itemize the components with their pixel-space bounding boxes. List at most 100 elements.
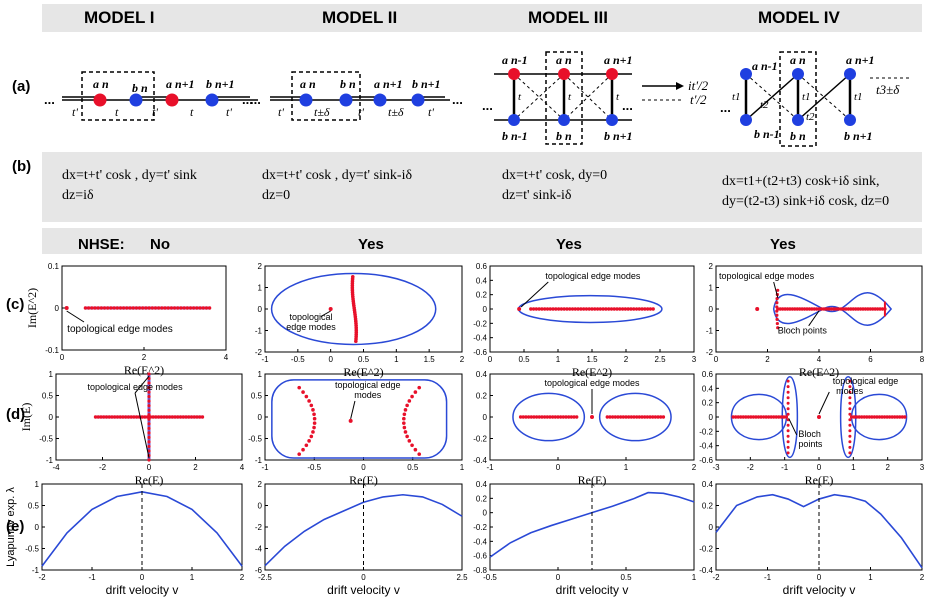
obc-point (774, 415, 778, 419)
lattice-diagrams: a n b n a n+1 b n+1 t' t t' t t' ... ...… (44, 51, 912, 147)
chart-d1: -4 -2 0 2 4 1 0.5 0 -0.5 -1 topological edge modes… (19, 370, 245, 487)
cross-hop (513, 73, 565, 121)
hop-label: t1 (732, 91, 741, 103)
obc-point (403, 430, 408, 434)
y-tick-label: -6 (255, 566, 263, 575)
bulk-point (118, 415, 122, 419)
edge-mode-point (517, 307, 522, 311)
obc-point (405, 434, 409, 439)
formula-model-3: dx=t+t' cosk, dy=0 dz=t' sink-iδ (502, 166, 607, 206)
annotation-text: modes (354, 390, 382, 400)
nhse-value-model-4: Yes (770, 236, 796, 253)
annotation-arrow (788, 418, 798, 436)
obc-point (613, 415, 618, 419)
ellipsis: ... (720, 100, 731, 115)
x-axis-label: Re(E^2) (572, 365, 612, 379)
y-tick-label: 1 (709, 284, 714, 293)
obc-point (875, 415, 879, 419)
chart-d4: -3 -2 -1 0 1 2 3 0.6 0.4 0.2 0 -0.2 -0.4 -0.6 topologi… (699, 370, 925, 487)
bulk-point (123, 415, 128, 419)
obc-point (807, 307, 812, 311)
site-a (299, 93, 313, 107)
hop-label: t2 (760, 99, 769, 111)
x-tick-label: -2 (99, 463, 107, 472)
formula-model-2: dx=t+t' cosk , dy=t' sink-iδ dz=0 (262, 166, 412, 206)
bulk-point (195, 415, 199, 419)
obc-point (848, 440, 852, 444)
obc-point (529, 307, 533, 311)
obc-point (779, 415, 784, 419)
obc-point (877, 415, 882, 419)
formula-line: dx=t+t' cosk , dy=t' sink (62, 168, 197, 183)
hop-label: t1 (802, 91, 811, 103)
obc-point (612, 307, 616, 311)
header-model-1: MODEL I (84, 8, 155, 27)
annotation-text: topological edge modes (545, 271, 641, 281)
bulk-point (147, 458, 151, 462)
obc-point (576, 307, 580, 311)
bulk-point (184, 415, 188, 419)
y-tick-label: -0.2 (473, 523, 487, 532)
hop-label: t (190, 105, 194, 119)
y-tick-label: -0.2 (473, 319, 487, 328)
header-model-3: MODEL III (528, 8, 608, 27)
obc-point (772, 415, 776, 419)
obc-point (815, 307, 819, 311)
obc-point (873, 307, 877, 311)
x-tick-label: 0.5 (358, 355, 370, 364)
bulk-point (147, 413, 151, 417)
x-axis-label: Re(E^2) (124, 363, 164, 377)
pbc-loop (781, 375, 799, 459)
y-tick-label: 0 (709, 523, 714, 532)
formula-line: dz=0 (262, 188, 291, 203)
hop-label: t (115, 105, 119, 119)
obc-point (403, 408, 408, 412)
obc-point (778, 307, 782, 311)
obc-point (581, 307, 586, 311)
y-tick-label: 0 (483, 509, 488, 518)
obc-point (795, 307, 799, 311)
obc-point (786, 401, 790, 405)
site-label: b n+1 (412, 77, 441, 91)
obc-point (856, 307, 860, 311)
obc-point (648, 415, 652, 419)
bulk-point (102, 415, 106, 419)
hop-label: t2 (806, 111, 815, 123)
obc-point (866, 307, 870, 311)
hop-label: t' (72, 105, 78, 119)
ellipsis: ... (250, 92, 261, 107)
bulk-point (147, 381, 151, 385)
y-tick-label: -2 (255, 523, 263, 532)
x-tick-label: -0.5 (483, 573, 497, 582)
x-tick-label: -2.5 (258, 573, 272, 582)
lattice-model-2: a n b n a n+1 b n+1 t' t±δ t' t±δ t' ...… (250, 71, 463, 121)
chart-e4: -2 -1 0 1 2 0.4 0.2 0 -0.2 -0.4 drift velocity v (699, 480, 925, 597)
chart-d3: -1 0 1 2 0.4 0.2 0 -0.2 -0.4 topological edge mod… (473, 370, 697, 487)
obc-point (572, 415, 576, 419)
bulk-point (134, 306, 139, 310)
bulk-point (153, 306, 158, 310)
obc-point (739, 415, 743, 419)
y-axis-label: Im(E) (19, 403, 33, 432)
obc-point (802, 307, 807, 311)
obc-point (751, 415, 756, 419)
nhse-value-model-3: Yes (556, 236, 582, 253)
obc-point (402, 425, 407, 430)
x-tick-label: 2 (624, 355, 629, 364)
obc-point (651, 307, 655, 311)
bulk-point (187, 415, 191, 419)
obc-point (892, 415, 897, 419)
obc-point (854, 415, 859, 419)
site-label: a n (790, 53, 806, 67)
y-tick-label: 0.2 (702, 399, 714, 408)
chart-e3: -0.5 0 0.5 1 0.4 0.2 0 -0.2 -0.4 -0.6 -0.8 drift ve… (473, 480, 697, 597)
annotation-text: topological edge (335, 380, 401, 390)
bulk-point (126, 415, 131, 419)
y-tick-label: -0.1 (45, 346, 59, 355)
x-axis-label: Re(E) (135, 473, 164, 487)
bulk-point (200, 415, 205, 419)
annotation-arrow (808, 310, 820, 327)
bulk-point (99, 415, 103, 419)
annotation-arrow (520, 281, 549, 308)
obc-point (788, 307, 792, 311)
